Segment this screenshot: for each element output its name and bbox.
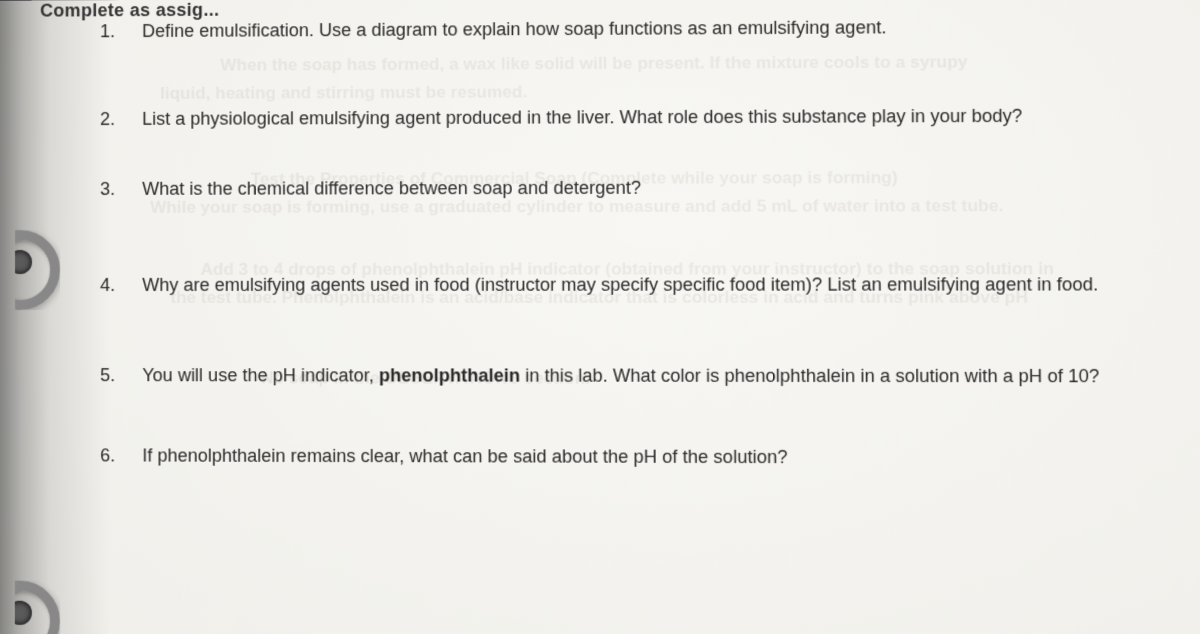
question-text: Why are emulsifying agents used in food …: [142, 271, 1098, 298]
binding-shadow: [0, 0, 110, 634]
question-number: 2.: [100, 106, 124, 132]
question-text: If phenolphthalein remains clear, what c…: [142, 443, 787, 471]
question-text: List a physiological emulsifying agent p…: [142, 103, 1022, 132]
question-number: 3.: [100, 176, 124, 202]
question-text: You will use the pH indicator, phenolpht…: [142, 362, 1099, 389]
question-text: Define emulsification. Use a diagram to …: [142, 14, 886, 44]
question-item: 2. List a physiological emulsifying agen…: [100, 102, 1181, 132]
question-number: 6.: [100, 443, 124, 469]
question-item: 1. Define emulsification. Use a diagram …: [100, 13, 1181, 45]
question-number: 5.: [100, 362, 124, 388]
question-item: 5. You will use the pH indicator, phenol…: [100, 362, 1184, 390]
question-text: What is the chemical difference between …: [142, 175, 641, 202]
lab-worksheet-page: Complete as assig... When the soap has f…: [0, 0, 1200, 634]
question-item: 3. What is the chemical difference betwe…: [100, 173, 1182, 202]
binder-ring-icon: [0, 230, 60, 310]
question-number: 1.: [100, 18, 124, 44]
question-item: 4. Why are emulsifying agents used in fo…: [100, 271, 1183, 298]
question-list: 1. Define emulsification. Use a diagram …: [100, 13, 1185, 491]
question-item: 6. If phenolphthalein remains clear, wha…: [100, 443, 1185, 472]
question-number: 4.: [100, 272, 124, 298]
binder-ring-icon: [0, 580, 60, 634]
